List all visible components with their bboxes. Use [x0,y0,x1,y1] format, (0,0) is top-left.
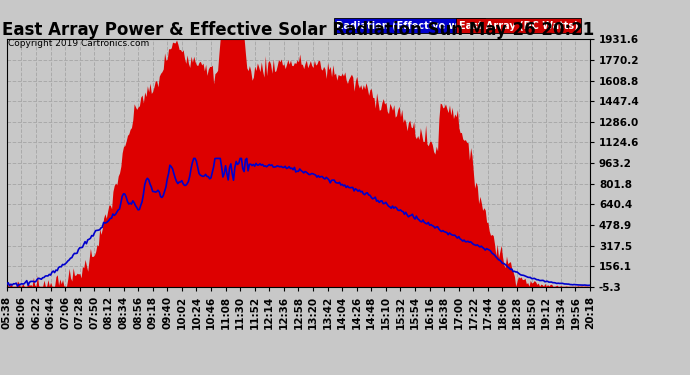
Title: East Array Power & Effective Solar Radiation Sun May 26 20:21: East Array Power & Effective Solar Radia… [2,21,595,39]
Text: East Array (DC Watts): East Array (DC Watts) [459,21,578,31]
Text: Radiation (Effective w/m2): Radiation (Effective w/m2) [336,21,483,31]
Text: Copyright 2019 Cartronics.com: Copyright 2019 Cartronics.com [8,39,150,48]
